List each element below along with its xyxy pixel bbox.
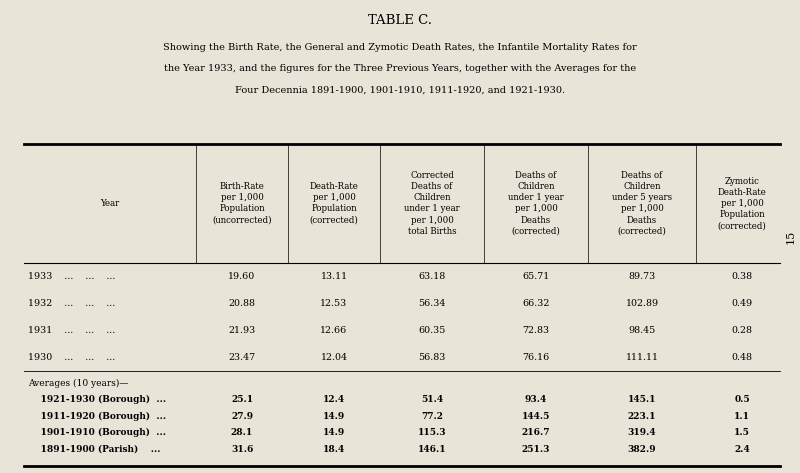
- Text: 93.4: 93.4: [525, 395, 547, 404]
- Text: 223.1: 223.1: [628, 412, 656, 421]
- Text: 1901-1910 (Borough)  ...: 1901-1910 (Borough) ...: [28, 428, 166, 438]
- Text: 382.9: 382.9: [628, 445, 656, 454]
- Text: 1921-1930 (Borough)  ...: 1921-1930 (Borough) ...: [28, 395, 166, 404]
- Text: Deaths of
Children
under 5 years
per 1,000
Deaths
(corrected): Deaths of Children under 5 years per 1,0…: [612, 171, 672, 236]
- Text: Deaths of
Children
under 1 year
per 1,000
Deaths
(corrected): Deaths of Children under 1 year per 1,00…: [508, 171, 564, 236]
- Text: 28.1: 28.1: [231, 428, 253, 437]
- Text: 60.35: 60.35: [418, 326, 446, 335]
- Text: 1.1: 1.1: [734, 412, 750, 421]
- Text: 18.4: 18.4: [323, 445, 345, 454]
- Text: 0.48: 0.48: [731, 353, 753, 362]
- Text: 145.1: 145.1: [628, 395, 656, 404]
- Text: 115.3: 115.3: [418, 428, 446, 437]
- Text: 1911-1920 (Borough)  ...: 1911-1920 (Borough) ...: [28, 412, 166, 421]
- Text: 319.4: 319.4: [628, 428, 656, 437]
- Text: 14.9: 14.9: [323, 428, 345, 437]
- Text: 1.5: 1.5: [734, 428, 750, 437]
- Text: 2.4: 2.4: [734, 445, 750, 454]
- Text: 20.88: 20.88: [229, 299, 255, 308]
- Text: 72.83: 72.83: [522, 326, 550, 335]
- Text: 1931    ...    ...    ...: 1931 ... ... ...: [28, 326, 115, 335]
- Text: 51.4: 51.4: [421, 395, 443, 404]
- Text: Year: Year: [100, 199, 120, 208]
- Text: 63.18: 63.18: [418, 272, 446, 280]
- Text: the Year 1933, and the figures for the Three Previous Years, together with the A: the Year 1933, and the figures for the T…: [164, 64, 636, 73]
- Text: 1933    ...    ...    ...: 1933 ... ... ...: [28, 272, 115, 280]
- Text: 251.3: 251.3: [522, 445, 550, 454]
- Text: Showing the Birth Rate, the General and Zymotic Death Rates, the Infantile Morta: Showing the Birth Rate, the General and …: [163, 43, 637, 52]
- Text: Corrected
Deaths of
Children
under 1 year
per 1,000
total Births: Corrected Deaths of Children under 1 yea…: [404, 171, 460, 236]
- Text: 12.4: 12.4: [323, 395, 345, 404]
- Text: 12.04: 12.04: [321, 353, 347, 362]
- Text: 19.60: 19.60: [228, 272, 256, 280]
- Text: Averages (10 years)—: Averages (10 years)—: [28, 378, 128, 388]
- Text: Four Decennia 1891-1900, 1901-1910, 1911-1920, and 1921-1930.: Four Decennia 1891-1900, 1901-1910, 1911…: [235, 86, 565, 95]
- Text: 13.11: 13.11: [321, 272, 347, 280]
- Text: Birth-Rate
per 1,000
Population
(uncorrected): Birth-Rate per 1,000 Population (uncorre…: [212, 182, 272, 225]
- Text: 77.2: 77.2: [421, 412, 443, 421]
- Text: Zymotic
Death-Rate
per 1,000
Population
(corrected): Zymotic Death-Rate per 1,000 Population …: [718, 177, 766, 230]
- Text: 0.28: 0.28: [731, 326, 753, 335]
- Text: 31.6: 31.6: [231, 445, 253, 454]
- Text: 66.32: 66.32: [522, 299, 550, 308]
- Text: 216.7: 216.7: [522, 428, 550, 437]
- Text: Death-Rate
per 1,000
Population
(corrected): Death-Rate per 1,000 Population (correct…: [310, 182, 358, 225]
- Text: 21.93: 21.93: [228, 326, 256, 335]
- Text: 27.9: 27.9: [231, 412, 253, 421]
- Text: 0.49: 0.49: [731, 299, 753, 308]
- Text: 98.45: 98.45: [628, 326, 656, 335]
- Text: 56.83: 56.83: [418, 353, 446, 362]
- Text: 144.5: 144.5: [522, 412, 550, 421]
- Text: 23.47: 23.47: [229, 353, 255, 362]
- Text: 89.73: 89.73: [628, 272, 656, 280]
- Text: 0.5: 0.5: [734, 395, 750, 404]
- Text: 25.1: 25.1: [231, 395, 253, 404]
- Text: 15: 15: [786, 229, 795, 244]
- Text: 0.38: 0.38: [731, 272, 753, 280]
- Text: 146.1: 146.1: [418, 445, 446, 454]
- Text: 1891-1900 (Parish)    ...: 1891-1900 (Parish) ...: [28, 445, 161, 454]
- Text: 14.9: 14.9: [323, 412, 345, 421]
- Text: 1932    ...    ...    ...: 1932 ... ... ...: [28, 299, 115, 308]
- Text: 12.66: 12.66: [320, 326, 348, 335]
- Text: 12.53: 12.53: [320, 299, 348, 308]
- Text: 76.16: 76.16: [522, 353, 550, 362]
- Text: 56.34: 56.34: [418, 299, 446, 308]
- Text: 111.11: 111.11: [626, 353, 658, 362]
- Text: 1930    ...    ...    ...: 1930 ... ... ...: [28, 353, 115, 362]
- Text: 65.71: 65.71: [522, 272, 550, 280]
- Text: 102.89: 102.89: [626, 299, 658, 308]
- Text: TABLE C.: TABLE C.: [368, 14, 432, 27]
